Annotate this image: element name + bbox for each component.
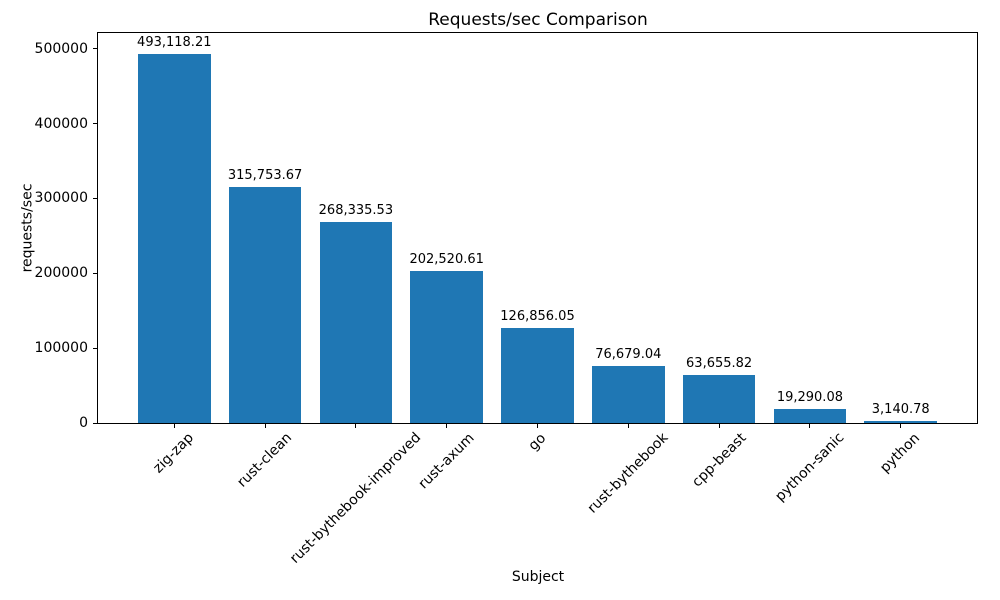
y-tick-mark — [93, 123, 98, 125]
x-tick-label: zig-zap — [150, 429, 198, 477]
bar-rust-clean — [228, 186, 302, 423]
x-tick-label: rust-bythebook-improved — [286, 429, 425, 568]
bar-python — [864, 420, 938, 423]
y-tick-label: 0 — [79, 415, 88, 431]
y-tick-label: 200000 — [34, 265, 88, 282]
y-tick-mark — [93, 197, 98, 199]
chart-title: Requests/sec Comparison — [428, 10, 648, 30]
y-tick-label: 500000 — [34, 40, 88, 57]
x-tick-mark — [264, 423, 266, 428]
bar-python-sanic — [773, 408, 847, 423]
y-tick-mark — [93, 48, 98, 50]
x-tick-mark — [355, 423, 357, 428]
bar-rust-bythebook — [591, 365, 665, 423]
bar-go — [501, 328, 574, 423]
x-tick-label: python-sanic — [772, 429, 848, 506]
bar-value-label: 493,118.21 — [137, 34, 212, 50]
x-tick-label: python — [877, 429, 924, 476]
bar-rust-bythebook-improved — [319, 222, 393, 423]
x-tick-label: cpp-beast — [688, 429, 750, 491]
bar-value-label: 315,753.67 — [227, 167, 303, 183]
y-tick-label: 300000 — [34, 190, 88, 207]
x-tick-mark — [537, 423, 538, 428]
y-tick-mark — [93, 347, 98, 349]
bar-value-label: 63,655.82 — [686, 356, 753, 372]
x-tick-mark — [900, 423, 902, 428]
bar-zig-zap — [137, 53, 211, 423]
bar-value-label: 202,520.61 — [409, 252, 484, 268]
x-tick-label: rust-clean — [234, 429, 296, 491]
x-tick-mark — [627, 423, 629, 428]
bar-cpp-beast — [682, 375, 756, 423]
x-tick-mark — [718, 423, 720, 428]
x-tick-label: rust-axum — [415, 430, 478, 493]
y-tick-label: 100000 — [34, 340, 88, 357]
bar-value-label: 19,290.08 — [776, 389, 843, 405]
y-tick-mark — [93, 272, 98, 274]
bar-value-label: 76,679.04 — [595, 346, 662, 362]
y-tick-mark — [93, 422, 98, 424]
x-tick-label: go — [525, 429, 550, 454]
x-tick-mark — [809, 423, 811, 428]
x-axis-label: Subject — [511, 569, 565, 585]
bar-rust-axum — [410, 271, 483, 423]
bar-value-label: 268,335.53 — [318, 203, 394, 219]
x-tick-label: rust-bythebook — [584, 430, 672, 517]
x-tick-mark — [446, 423, 448, 428]
x-tick-mark — [173, 423, 175, 428]
y-tick-label: 400000 — [34, 115, 88, 132]
bar-value-label: 3,140.78 — [871, 401, 930, 417]
bar-value-label: 126,856.05 — [500, 309, 575, 325]
